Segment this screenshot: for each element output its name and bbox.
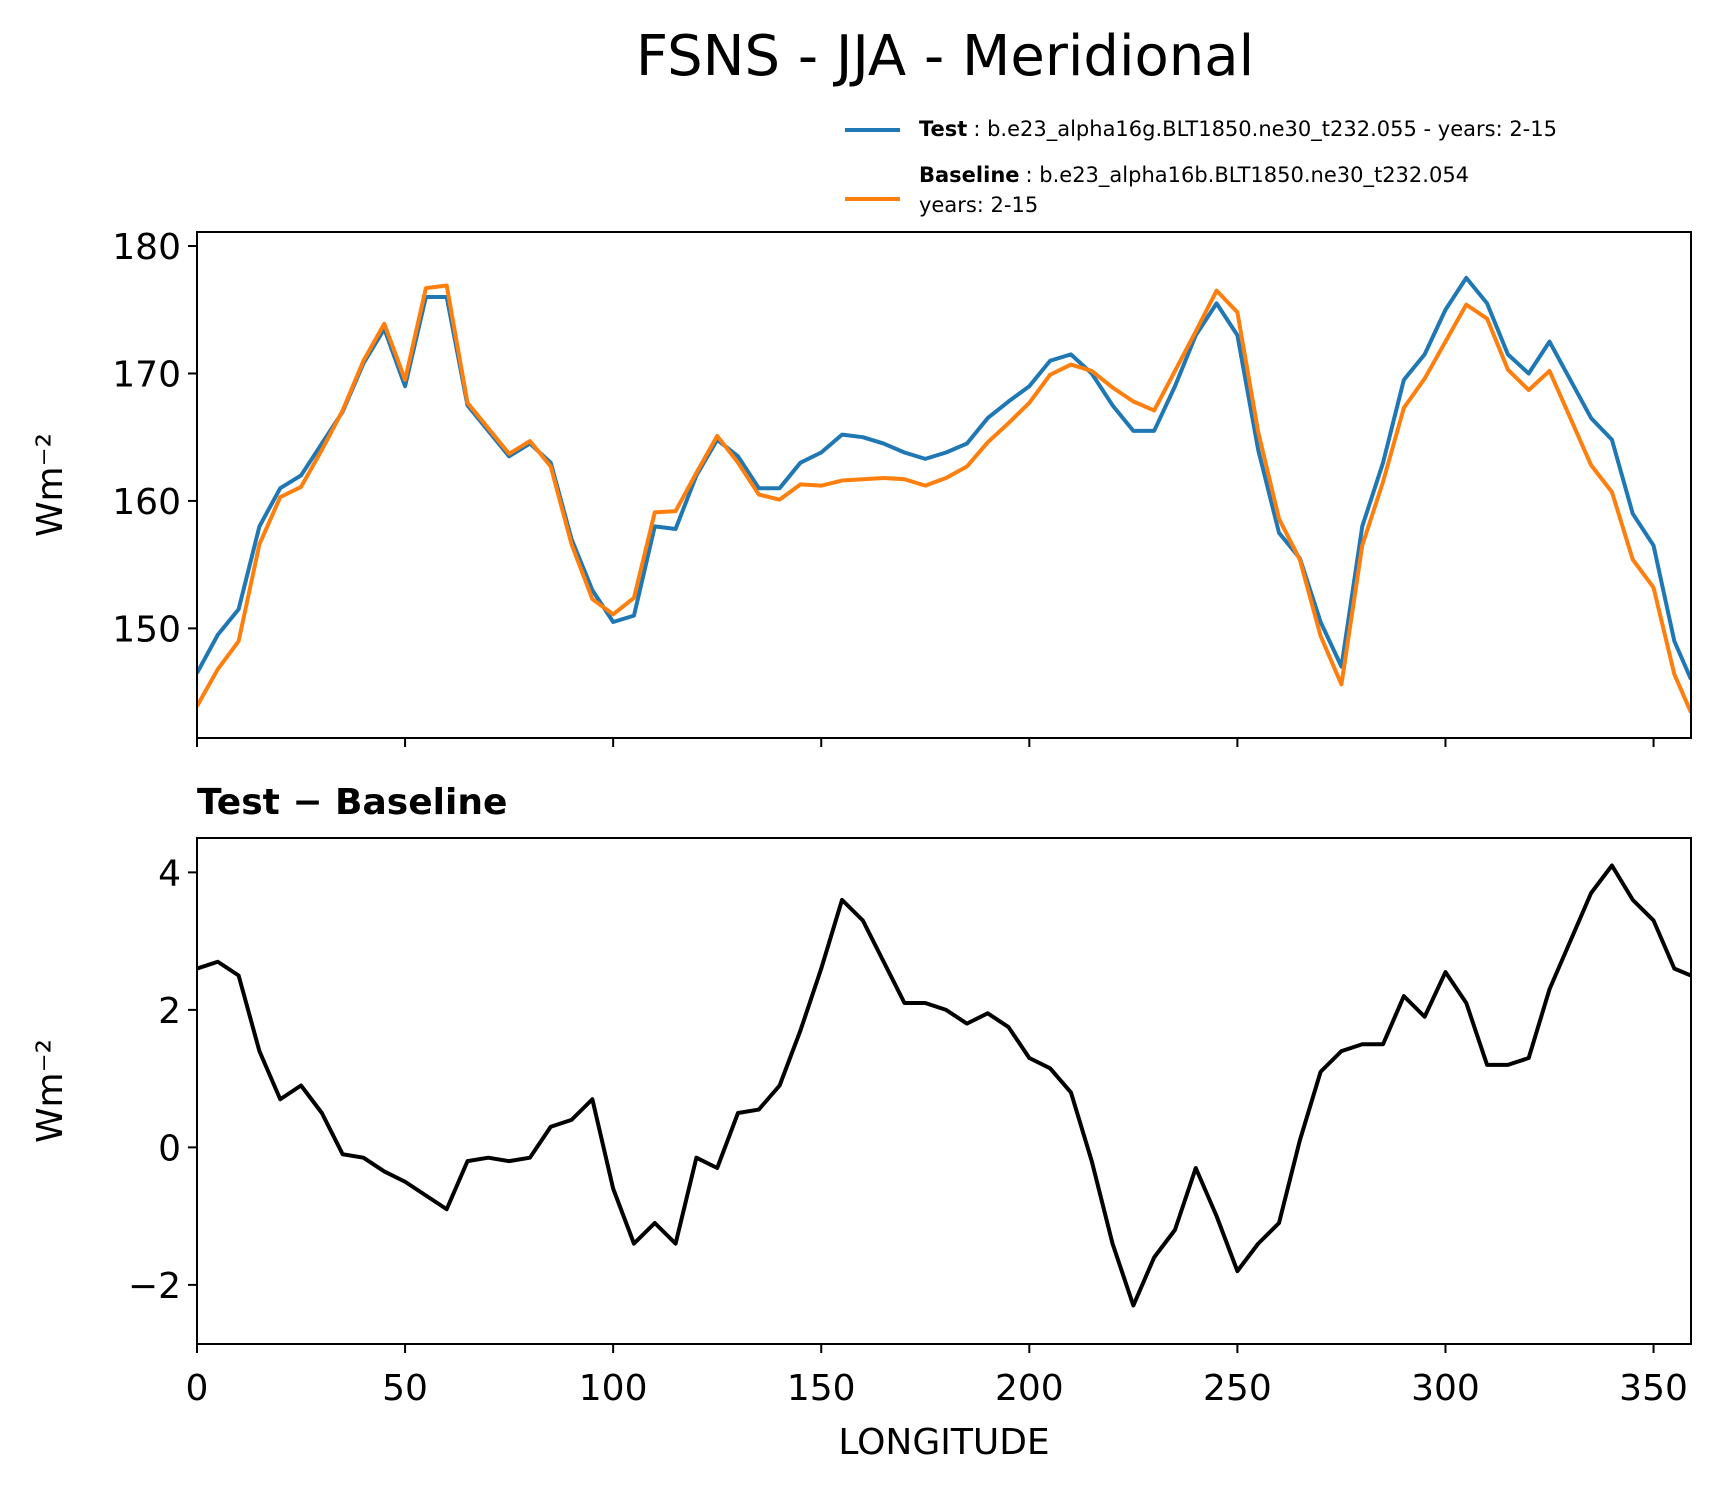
y-tick-label: 0 xyxy=(158,1128,181,1169)
y-tick-label: 2 xyxy=(158,991,181,1032)
x-tick-label: 100 xyxy=(579,1368,648,1409)
y-tick-label: 4 xyxy=(158,853,181,894)
x-tick-label: 250 xyxy=(1203,1368,1272,1409)
axes-frame xyxy=(196,231,1692,739)
legend-name: Baseline xyxy=(919,163,1020,187)
y-tick-label: −2 xyxy=(128,1266,181,1307)
legend-description: years: 2-15 xyxy=(919,193,1038,217)
x-tick-label: 300 xyxy=(1411,1368,1480,1409)
x-tick-label: 150 xyxy=(787,1368,856,1409)
series-line xyxy=(197,283,1691,714)
legend-label: Test: b.e23_alpha16g.BLT1850.ne30_t232.0… xyxy=(919,117,1557,142)
series-line xyxy=(197,863,1691,1308)
legend-description: : b.e23_alpha16b.BLT1850.ne30_t232.054 xyxy=(1026,163,1470,188)
figure-title: FSNS - JJA - Meridional xyxy=(636,24,1254,89)
x-tick-label: 200 xyxy=(995,1368,1064,1409)
x-tick-label: 350 xyxy=(1619,1368,1688,1409)
x-tick-label: 50 xyxy=(382,1368,428,1409)
y-axis-label: Wm⁻² xyxy=(30,433,71,537)
y-tick-label: 150 xyxy=(112,609,181,650)
axes-frame xyxy=(196,837,1692,1345)
legend-name: Test xyxy=(919,117,967,141)
y-tick-label: 180 xyxy=(112,227,181,268)
legend-description: : b.e23_alpha16g.BLT1850.ne30_t232.055 -… xyxy=(973,117,1557,142)
y-tick-label: 170 xyxy=(112,354,181,395)
axes-title: Test − Baseline xyxy=(197,782,507,823)
legend-label: Baseline: b.e23_alpha16b.BLT1850.ne30_t2… xyxy=(919,163,1469,188)
y-axis-label: Wm⁻² xyxy=(30,1039,71,1143)
x-axis-label: LONGITUDE xyxy=(838,1422,1049,1463)
x-tick-label: 0 xyxy=(186,1368,209,1409)
series-line xyxy=(197,275,1691,681)
y-tick-label: 160 xyxy=(112,482,181,523)
